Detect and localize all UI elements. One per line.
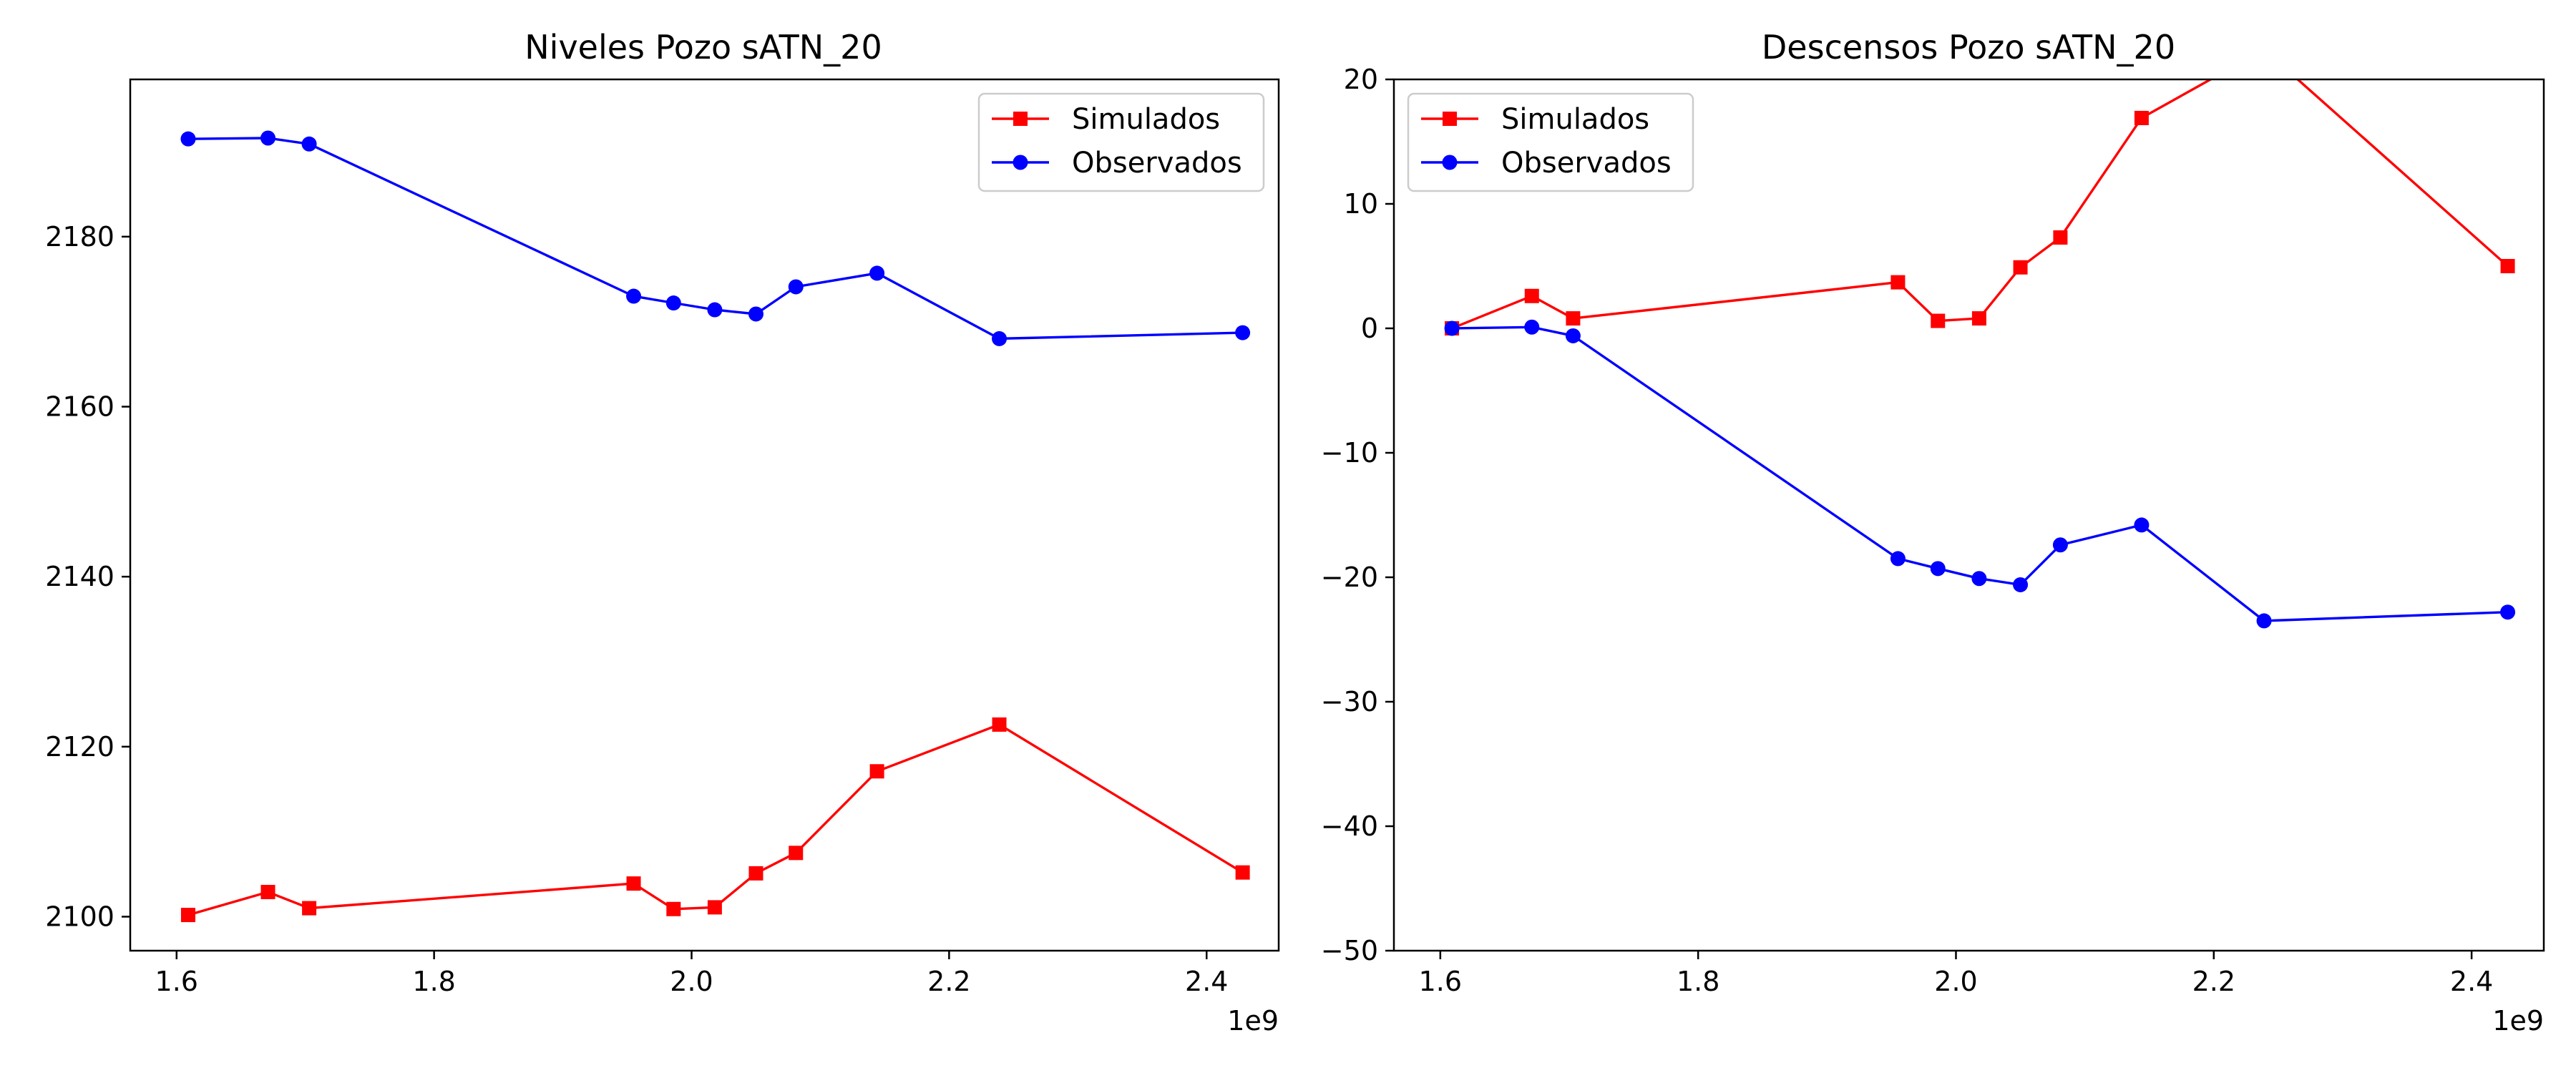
legend-box xyxy=(977,92,1265,192)
data-point xyxy=(260,885,275,900)
series-observados xyxy=(180,130,1251,346)
data-point xyxy=(301,136,317,152)
data-point xyxy=(748,866,763,881)
data-point xyxy=(707,302,723,318)
y-tick-label: −50 xyxy=(1321,935,1378,966)
series-simulados xyxy=(180,717,1250,923)
chart-niveles: Niveles Pozo sATN_20 1.6 1.8 2.0 2.2 2.4 2100… xyxy=(45,28,1280,1037)
y-tick-label: −40 xyxy=(1321,810,1378,842)
chart-title: Niveles Pozo sATN_20 xyxy=(525,28,882,67)
x-tick-label: 1.6 xyxy=(155,966,198,997)
x-tick-label: 2.2 xyxy=(2192,966,2235,997)
data-point xyxy=(302,901,317,916)
data-point xyxy=(2134,110,2149,125)
x-tick-label: 1.8 xyxy=(1677,966,1719,997)
legend-entry: Observados xyxy=(1421,147,1672,180)
y-tick-label: 2120 xyxy=(45,731,114,763)
data-point xyxy=(1566,311,1581,326)
legend-marker xyxy=(1013,112,1028,126)
y-tick-label: −30 xyxy=(1321,686,1378,717)
data-point xyxy=(1890,551,1906,567)
data-point xyxy=(2013,260,2028,275)
y-tick-label: 10 xyxy=(1344,188,1378,220)
data-point xyxy=(2052,537,2068,553)
data-point xyxy=(788,279,804,295)
data-point xyxy=(1930,561,1946,577)
y-tick-label: 2160 xyxy=(45,391,114,422)
legend-entry: Simulados xyxy=(1421,103,1649,136)
plot-area xyxy=(180,130,1251,923)
y-tick-label: 20 xyxy=(1344,64,1378,95)
data-point xyxy=(180,131,196,147)
legend-box xyxy=(1407,92,1694,192)
x-offset-label: 1e9 xyxy=(2492,1005,2544,1037)
axis-ticks: 1.6 1.8 2.0 2.2 2.4 2100 2120 2140 2160 2180 xyxy=(45,221,1228,997)
x-tick-label: 2.0 xyxy=(670,966,713,997)
data-point xyxy=(1524,319,1540,335)
legend-label: Observados xyxy=(1072,147,1242,180)
y-tick-label: −20 xyxy=(1321,562,1378,593)
axes-frame xyxy=(129,78,1280,952)
axes-frame xyxy=(1392,78,2545,952)
data-point xyxy=(869,764,884,779)
data-point xyxy=(1890,275,1906,290)
data-point xyxy=(2134,517,2150,533)
x-tick-label: 2.0 xyxy=(1934,966,1977,997)
chart-title: Descensos Pozo sATN_20 xyxy=(1762,28,2175,67)
axis-ticks: 1.6 1.8 2.0 2.2 2.4 −50 −40 −30 −20 −10 0 10 20 xyxy=(1321,64,2494,997)
x-tick-label: 2.4 xyxy=(2450,966,2493,997)
y-tick-label: 2140 xyxy=(45,561,114,592)
legend-label: Observados xyxy=(1501,147,1672,180)
x-tick-label: 2.4 xyxy=(1185,966,1228,997)
data-point xyxy=(1235,865,1250,880)
data-point xyxy=(1524,288,1539,303)
legend: Simulados Observados xyxy=(977,92,1265,192)
data-point xyxy=(2256,613,2272,629)
legend-entry: Simulados xyxy=(992,103,1220,136)
data-point xyxy=(1931,313,1946,328)
legend-marker xyxy=(1442,155,1458,170)
data-point xyxy=(869,265,885,281)
legend-label: Simulados xyxy=(1072,103,1220,136)
data-point xyxy=(1565,328,1581,343)
data-point xyxy=(992,330,1008,346)
data-point xyxy=(992,717,1007,732)
data-point xyxy=(1971,311,1986,326)
legend-marker xyxy=(1443,112,1457,126)
legend-marker xyxy=(1013,155,1028,170)
data-point xyxy=(2013,577,2029,592)
y-tick-label: −10 xyxy=(1321,437,1378,469)
data-point xyxy=(180,908,195,923)
data-point xyxy=(260,130,276,146)
series-observados xyxy=(1444,319,2516,629)
x-tick-label: 1.8 xyxy=(412,966,455,997)
plot-area xyxy=(1444,79,2516,629)
legend: Simulados Observados xyxy=(1407,92,1694,192)
chart-descensos: Descensos Pozo sATN_20 1.6 1.8 2.0 2.2 2.4 −5… xyxy=(1321,28,2545,1037)
y-tick-label: 0 xyxy=(1361,313,1378,344)
data-point xyxy=(1235,325,1251,340)
x-tick-label: 1.6 xyxy=(1419,966,1462,997)
y-tick-label: 2180 xyxy=(45,221,114,253)
data-point xyxy=(665,295,681,311)
data-point xyxy=(707,900,722,915)
data-point xyxy=(1444,320,1460,336)
y-tick-label: 2100 xyxy=(45,901,114,932)
data-point xyxy=(2500,259,2515,273)
data-point xyxy=(626,288,642,304)
legend-entry: Observados xyxy=(992,147,1242,180)
data-point xyxy=(789,846,804,861)
data-point xyxy=(2500,604,2516,620)
data-point xyxy=(666,901,681,916)
data-point xyxy=(748,306,763,322)
x-offset-label: 1e9 xyxy=(1227,1005,1279,1037)
legend-label: Simulados xyxy=(1501,103,1649,136)
data-point xyxy=(2053,230,2068,245)
x-tick-label: 2.2 xyxy=(927,966,970,997)
data-point xyxy=(1971,571,1987,587)
data-point xyxy=(626,876,641,891)
